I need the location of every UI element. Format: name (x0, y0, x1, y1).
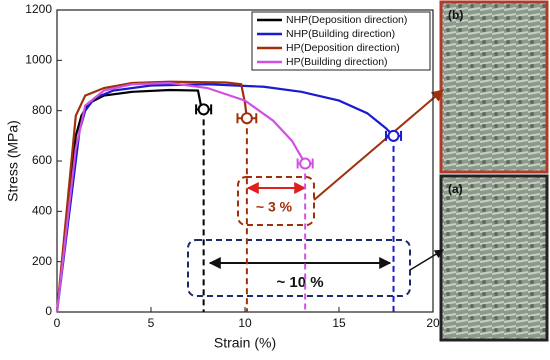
y-tick-label: 0 (45, 304, 52, 318)
y-axis-label: Stress (MPa) (5, 120, 21, 202)
y-tick-label: 600 (32, 153, 52, 167)
series-line (55, 88, 203, 313)
y-tick-label: 200 (32, 254, 52, 268)
legend-label: NHP(Deposition direction) (286, 14, 407, 26)
inset-image (439, 174, 549, 342)
end-point (240, 112, 253, 125)
x-axis-label: Strain (%) (214, 335, 276, 351)
x-tick-label: 15 (332, 316, 346, 330)
inset-label: (a) (448, 182, 463, 196)
annotation: ~ 10 % (276, 274, 323, 291)
series-line (55, 81, 307, 313)
y-tick-label: 1000 (25, 53, 52, 67)
legend-box (251, 11, 431, 71)
annotation: ~ 3 % (256, 199, 293, 215)
x-tick-label: 10 (238, 316, 252, 330)
x-tick-label: 5 (148, 316, 155, 330)
series-line (55, 83, 395, 313)
y-tick-label: 800 (32, 103, 52, 117)
end-point (197, 103, 210, 116)
connector (313, 89, 444, 201)
annotation-box (187, 239, 411, 297)
x-tick-label: 20 (426, 316, 440, 330)
inset-label: (b) (448, 8, 463, 22)
legend-label: NHP(Building direction) (286, 28, 395, 40)
inset-image (439, 0, 549, 174)
legend-label: HP(Building direction) (286, 56, 388, 68)
end-point (299, 157, 312, 170)
end-point (387, 129, 400, 142)
y-tick-label: 1200 (25, 2, 52, 16)
x-tick-label: 0 (54, 316, 61, 330)
y-tick-label: 400 (32, 204, 52, 218)
connector (409, 249, 444, 271)
series-line (55, 80, 248, 313)
annotation-box (237, 176, 315, 226)
legend-label: HP(Deposition direction) (286, 42, 400, 54)
